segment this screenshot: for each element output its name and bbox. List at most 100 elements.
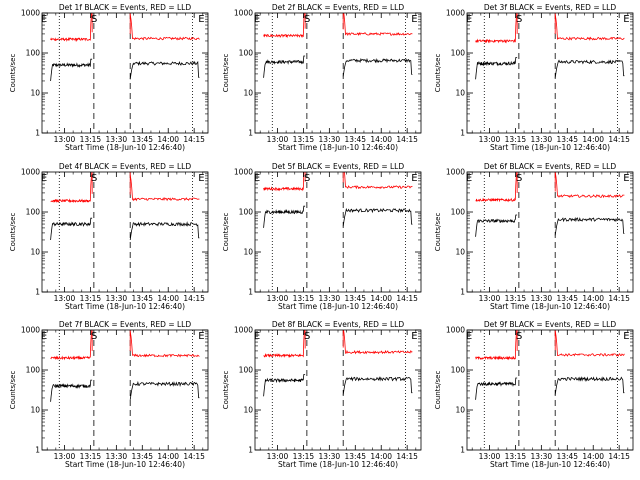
y-axis-label: Counts/sec xyxy=(434,213,442,252)
chart-panel: Det 8f BLACK = Events, RED = LLD 1 10 100 10… xyxy=(222,320,422,469)
chart-title: Det 9f BLACK = Events, RED = LLD xyxy=(484,320,617,329)
x-tick-label: 13:15 xyxy=(293,294,315,303)
plot-area xyxy=(263,13,413,133)
x-tick-label: 14:15 xyxy=(396,135,418,144)
lld-series-line xyxy=(129,331,200,358)
x-tick-label: 13:45 xyxy=(131,294,153,303)
y-tick-label: 1 xyxy=(248,129,253,138)
x-tick-label: 14:15 xyxy=(608,135,630,144)
chart-panel: Det 7f BLACK = Events, RED = LLD 1 10 100 10… xyxy=(9,320,209,469)
y-tick-label: 1 xyxy=(248,288,253,297)
time-marker-label: E xyxy=(254,14,260,25)
x-tick-label: 14:00 xyxy=(370,294,392,303)
x-tick-label: 14:15 xyxy=(183,452,205,461)
y-axis-label: Counts/sec xyxy=(222,371,230,410)
lld-series-line xyxy=(263,13,305,39)
time-marker-label: S xyxy=(91,331,97,342)
x-tick-label: 13:15 xyxy=(505,452,527,461)
time-marker-label: S xyxy=(304,173,310,184)
y-tick-label: 1 xyxy=(35,288,40,297)
x-tick-label: 14:00 xyxy=(157,452,179,461)
time-marker-label: E xyxy=(254,331,260,342)
y-tick-label: 10 xyxy=(30,248,40,257)
events-series-line xyxy=(554,217,625,236)
chart-title: Det 5f BLACK = Events, RED = LLD xyxy=(272,162,405,171)
time-marker-label: S xyxy=(516,173,522,184)
lld-series-line xyxy=(50,13,93,43)
x-tick-label: 13:45 xyxy=(556,135,578,144)
time-marker-label: S xyxy=(91,14,97,25)
x-tick-label: 13:30 xyxy=(319,135,341,144)
plot-area xyxy=(475,330,625,450)
y-axis-label: Counts/sec xyxy=(9,213,17,252)
x-axis-label: Start Time (18-Jun-10 12:46:40) xyxy=(490,143,610,152)
lld-series-line xyxy=(263,330,305,359)
time-marker-label: S xyxy=(304,14,310,25)
events-series-line xyxy=(554,376,625,395)
y-axis-label: Counts/sec xyxy=(434,371,442,410)
x-tick-label: 14:00 xyxy=(582,135,604,144)
y-tick-label: 1 xyxy=(460,288,465,297)
x-tick-label: 13:30 xyxy=(106,452,128,461)
lld-series-line xyxy=(343,172,413,190)
y-tick-label: 1000 xyxy=(446,168,465,177)
chart-title: Det 3f BLACK = Events, RED = LLD xyxy=(484,3,617,12)
y-tick-label: 10 xyxy=(243,248,253,257)
y-tick-label: 100 xyxy=(451,208,466,217)
y-tick-label: 100 xyxy=(26,49,41,58)
chart-panel: Det 9f BLACK = Events, RED = LLD 1 10 100 10… xyxy=(434,320,634,469)
time-marker-label: S xyxy=(91,173,97,184)
y-tick-label: 1 xyxy=(460,129,465,138)
x-tick-label: 13:00 xyxy=(54,452,76,461)
time-marker-label: E xyxy=(254,173,260,184)
y-tick-label: 10 xyxy=(455,406,465,415)
y-tick-label: 1 xyxy=(35,446,40,455)
y-axis-label: Counts/sec xyxy=(9,371,17,410)
events-series-line xyxy=(129,60,200,80)
y-tick-label: 1000 xyxy=(21,326,40,335)
y-tick-label: 1 xyxy=(248,446,253,455)
x-tick-label: 14:15 xyxy=(183,294,205,303)
y-tick-label: 100 xyxy=(451,49,466,58)
lld-series-line xyxy=(343,13,413,36)
y-axis-label: Counts/sec xyxy=(9,54,17,93)
time-marker-label: E xyxy=(41,173,47,184)
x-axis-label: Start Time (18-Jun-10 12:46:40) xyxy=(65,460,185,469)
x-tick-label: 14:00 xyxy=(582,294,604,303)
chart-panel: Det 1f BLACK = Events, RED = LLD 1 10 100 10… xyxy=(9,3,209,152)
x-tick-label: 13:15 xyxy=(80,135,102,144)
time-marker-label: E xyxy=(41,14,47,25)
time-marker-label: E xyxy=(41,331,47,342)
y-tick-label: 1 xyxy=(460,446,465,455)
y-axis-label: Counts/sec xyxy=(222,54,230,93)
events-series-line xyxy=(342,57,413,77)
plot-area xyxy=(50,13,200,133)
events-series-line xyxy=(50,58,93,82)
time-marker-label: E xyxy=(411,173,417,184)
plot-area xyxy=(263,330,413,450)
time-marker-label: E xyxy=(623,331,629,342)
time-marker-label: E xyxy=(198,331,204,342)
y-tick-label: 10 xyxy=(455,89,465,98)
events-series-line xyxy=(263,55,306,78)
events-series-line xyxy=(50,217,93,241)
lld-series-line xyxy=(343,330,413,355)
lld-series-line xyxy=(554,14,625,41)
time-marker-label: E xyxy=(623,173,629,184)
lld-series-line xyxy=(263,172,305,192)
x-tick-label: 14:15 xyxy=(608,452,630,461)
lld-series-line xyxy=(554,330,625,357)
x-tick-label: 13:00 xyxy=(267,294,289,303)
time-marker-label: E xyxy=(411,14,417,25)
events-series-line xyxy=(475,214,518,237)
chart-title: Det 1f BLACK = Events, RED = LLD xyxy=(59,3,192,12)
y-tick-label: 1 xyxy=(35,129,40,138)
y-tick-label: 100 xyxy=(239,366,254,375)
y-axis-label: Counts/sec xyxy=(434,54,442,93)
events-series-line xyxy=(129,221,200,241)
chart-panel: Det 6f BLACK = Events, RED = LLD 1 10 100 10… xyxy=(434,162,634,311)
events-series-line xyxy=(263,205,306,228)
events-series-line xyxy=(475,377,518,400)
